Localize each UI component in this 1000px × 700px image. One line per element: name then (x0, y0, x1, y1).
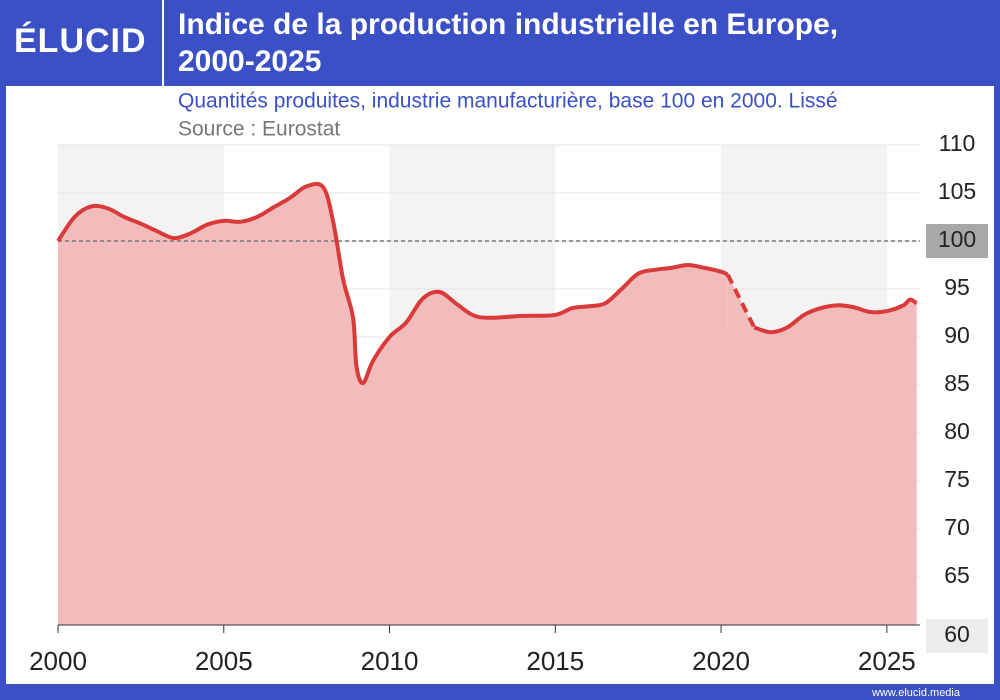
x-tick-label: 2015 (526, 646, 584, 676)
x-tick-label: 2010 (361, 646, 419, 676)
tick-highlight (926, 619, 988, 653)
footer-url: www.elucid.media (871, 687, 960, 699)
x-tick-label: 2020 (692, 646, 750, 676)
line (753, 297, 918, 335)
tick-highlight (926, 224, 988, 258)
area (754, 299, 917, 625)
y-tick-label: 80 (944, 418, 970, 444)
y-tick-label: 75 (944, 466, 970, 492)
gap-dash (725, 273, 757, 329)
area (58, 183, 728, 625)
y-tick-label: 95 (944, 274, 970, 300)
chart-source: Source : Eurostat (178, 118, 340, 141)
y-tick-label: 65 (944, 562, 970, 588)
y-tick-label: 90 (944, 322, 970, 348)
chart-title: Indice de la production industrielle en … (178, 8, 839, 78)
line (56, 181, 729, 386)
chart-subtitle: Quantités produites, industrie manufactu… (178, 90, 838, 113)
y-tick-label: 60 (944, 621, 970, 647)
y-tick-label: 100 (938, 226, 976, 252)
y-tick-label: 85 (944, 370, 970, 396)
x-tick-label: 2005 (195, 646, 253, 676)
x-tick-label: 2000 (29, 646, 87, 676)
y-tick-label: 105 (938, 178, 976, 204)
gap-fill (727, 274, 755, 625)
divider (162, 0, 164, 86)
y-tick-label: 110 (939, 130, 976, 156)
x-tick-label: 2025 (858, 646, 916, 676)
y-tick-label: 70 (944, 514, 970, 540)
brand-logo: ÉLUCID (14, 22, 147, 60)
